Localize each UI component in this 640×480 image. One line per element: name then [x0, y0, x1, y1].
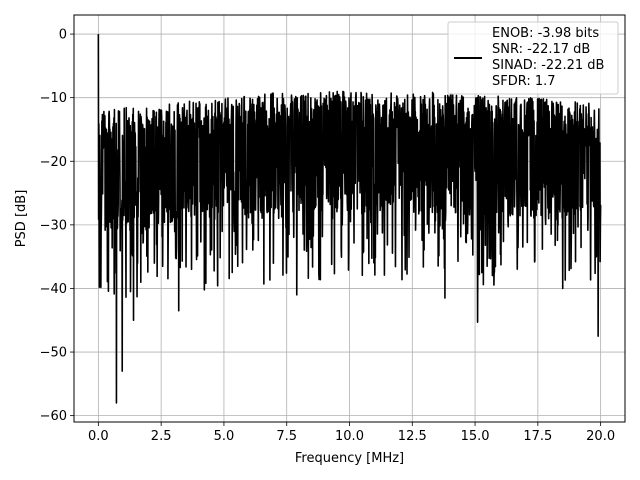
x-tick-label: 5.0: [214, 429, 235, 444]
legend-entry-sfdr: SFDR: 1.7: [492, 74, 556, 89]
x-tick-label: 2.5: [151, 429, 172, 444]
y-axis-ticks: 0 −10 −20 −30 −40 −50 −60: [40, 28, 74, 424]
x-tick-label: 20.0: [586, 429, 615, 444]
x-tick-label: 10.0: [335, 429, 364, 444]
y-tick-label: −20: [40, 155, 67, 170]
x-tick-label: 15.0: [461, 429, 490, 444]
psd-series-line: [97, 34, 602, 404]
x-tick-label: 0.0: [88, 429, 109, 444]
y-tick-label: −40: [40, 282, 67, 297]
x-tick-label: 12.5: [398, 429, 427, 444]
legend-box: [447, 21, 619, 95]
legend-entry-snr: SNR: -22.17 dB: [492, 42, 590, 57]
y-axis-label: PSD [dB]: [14, 190, 29, 248]
legend-entry-sinad: SINAD: -22.21 dB: [492, 58, 604, 73]
psd-trace: [97, 34, 602, 404]
y-tick-label: −10: [40, 91, 67, 106]
y-tick-label: 0: [59, 28, 67, 43]
legend-entry-enob: ENOB: -3.98 bits: [492, 26, 599, 41]
x-axis-label: Frequency [MHz]: [295, 451, 404, 466]
legend: ENOB: -3.98 bits SNR: -22.17 dB SINAD: -…: [447, 21, 619, 95]
y-tick-label: −60: [40, 409, 67, 424]
x-tick-label: 7.5: [276, 429, 297, 444]
y-tick-label: −30: [40, 218, 67, 233]
x-axis-ticks: 0.0 2.5 5.0 7.5 10.0 12.5 15.0 17.5 20.0: [88, 422, 615, 444]
y-tick-label: −50: [40, 346, 67, 361]
x-tick-label: 17.5: [523, 429, 552, 444]
